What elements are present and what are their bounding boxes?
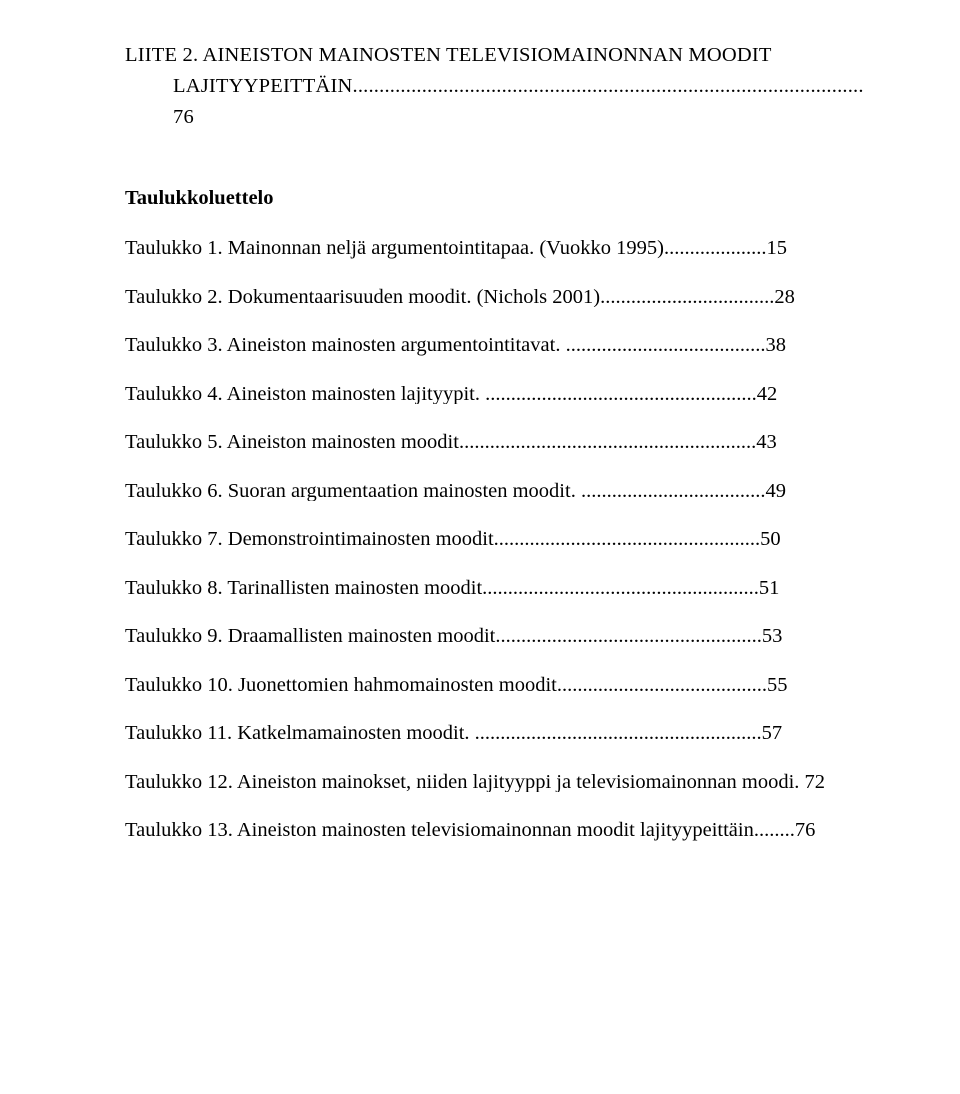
heading-line-2-page: 76 [173, 106, 194, 128]
toc-entry: Taulukko 13. Aineiston mainosten televis… [125, 820, 855, 841]
toc-entry-dots: ................... [669, 238, 766, 259]
heading-line-1: LIITE 2. AINEISTON MAINOSTEN TELEVISIOMA… [125, 40, 855, 71]
toc-entry: Taulukko 4. Aineiston mainosten lajityyp… [125, 384, 855, 405]
toc-entry-page: 50 [760, 529, 781, 550]
toc-entry: Taulukko 5. Aineiston mainosten moodit..… [125, 432, 855, 453]
toc-entry-dots: ........................................… [485, 384, 757, 405]
toc-entry-label: Taulukko 4. Aineiston mainosten lajityyp… [125, 384, 485, 405]
toc-entry-page: 72 [805, 772, 826, 793]
section-heading: Taulukkoluettelo [125, 187, 855, 210]
toc-entry-page: 57 [762, 723, 783, 744]
toc-entry-page: 55 [767, 675, 788, 696]
toc-entry-dots: ........................................… [499, 529, 760, 550]
toc-entry-label: Taulukko 6. Suoran argumentaation mainos… [125, 481, 581, 502]
toc-entry-page: 53 [762, 626, 783, 647]
toc-entry-page: 43 [756, 432, 777, 453]
toc-entry-dots: ........................................… [464, 432, 756, 453]
toc-entry-label: Taulukko 8. Tarinallisten mainosten mood… [125, 578, 487, 599]
heading-line-2: LAJITYYPEITTÄIN.........................… [173, 71, 855, 133]
toc-entry-dots: ....... [759, 820, 795, 841]
toc-entry: Taulukko 8. Tarinallisten mainosten mood… [125, 578, 855, 599]
toc-entry: Taulukko 12. Aineiston mainokset, niiden… [125, 772, 855, 793]
toc-entry-page: 76 [795, 820, 816, 841]
toc-entry: Taulukko 6. Suoran argumentaation mainos… [125, 481, 855, 502]
toc-entry-dots: ................................. [605, 287, 774, 308]
toc-entry-page: 42 [757, 384, 778, 405]
toc-entry-dots: ....................................... [566, 335, 766, 356]
toc-entry-label: Taulukko 11. Katkelmamainosten moodit. [125, 723, 475, 744]
toc-entry-label: Taulukko 9. Draamallisten mainosten mood… [125, 626, 500, 647]
heading-line-2-label: LAJITYYPEITTÄIN [173, 75, 353, 97]
toc-entry-dots: ........................................ [562, 675, 767, 696]
toc-entry-label: Taulukko 2. Dokumentaarisuuden moodit. (… [125, 287, 605, 308]
toc-entry: Taulukko 3. Aineiston mainosten argument… [125, 335, 855, 356]
toc-entry-dots: ........................................… [500, 626, 761, 647]
toc-entry: Taulukko 2. Dokumentaarisuuden moodit. (… [125, 287, 855, 308]
toc-entry-page: 15 [766, 238, 787, 259]
toc-entry: Taulukko 9. Draamallisten mainosten mood… [125, 626, 855, 647]
toc-entry-label: Taulukko 10. Juonettomien hahmomainosten… [125, 675, 562, 696]
toc-entry-label: Taulukko 5. Aineiston mainosten moodit. [125, 432, 464, 453]
toc-entry-label: Taulukko 3. Aineiston mainosten argument… [125, 335, 566, 356]
toc-entry-label: Taulukko 1. Mainonnan neljä argumentoint… [125, 238, 669, 259]
toc-entry-dots: ........................................… [475, 723, 762, 744]
toc-entry-page: 28 [774, 287, 795, 308]
heading-line-2-dots: ........................................… [353, 75, 864, 97]
toc-entry-label: Taulukko 13. Aineiston mainosten televis… [125, 820, 759, 841]
toc-entry: Taulukko 10. Juonettomien hahmomainosten… [125, 675, 855, 696]
toc-entry-page: 49 [765, 481, 786, 502]
toc-entry-dots: .................................... [581, 481, 766, 502]
toc-entry-label: Taulukko 7. Demonstrointimainosten moodi… [125, 529, 499, 550]
toc-entry: Taulukko 7. Demonstrointimainosten moodi… [125, 529, 855, 550]
toc-entry-dots: ........................................… [487, 578, 759, 599]
toc-list: Taulukko 1. Mainonnan neljä argumentoint… [125, 238, 855, 841]
appendix-heading: LIITE 2. AINEISTON MAINOSTEN TELEVISIOMA… [125, 40, 855, 132]
toc-entry-label: Taulukko 12. Aineiston mainokset, niiden… [125, 772, 805, 793]
toc-entry: Taulukko 1. Mainonnan neljä argumentoint… [125, 238, 855, 259]
toc-entry-page: 38 [765, 335, 786, 356]
toc-entry-page: 51 [759, 578, 780, 599]
toc-entry: Taulukko 11. Katkelmamainosten moodit. .… [125, 723, 855, 744]
